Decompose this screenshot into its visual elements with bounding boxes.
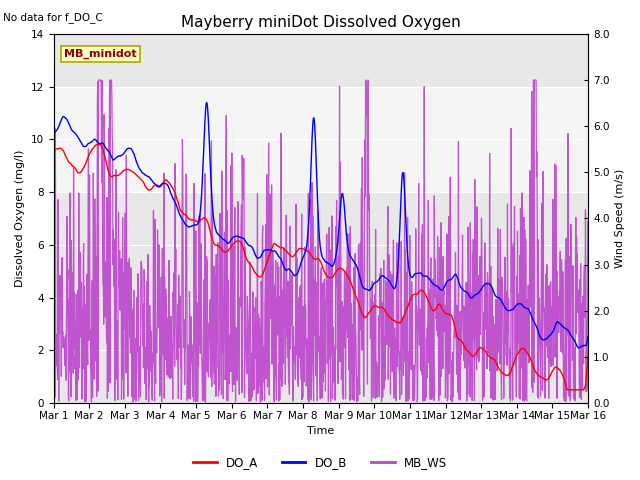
Y-axis label: Wind Speed (m/s): Wind Speed (m/s) xyxy=(615,169,625,268)
Text: No data for f_DO_C: No data for f_DO_C xyxy=(3,12,103,23)
X-axis label: Time: Time xyxy=(307,426,335,436)
Y-axis label: Dissolved Oxygen (mg/l): Dissolved Oxygen (mg/l) xyxy=(15,150,25,287)
Text: MB_minidot: MB_minidot xyxy=(64,48,137,59)
Legend: DO_A, DO_B, MB_WS: DO_A, DO_B, MB_WS xyxy=(188,452,452,474)
Title: Mayberry miniDot Dissolved Oxygen: Mayberry miniDot Dissolved Oxygen xyxy=(181,15,461,30)
Bar xyxy=(54,87,588,192)
